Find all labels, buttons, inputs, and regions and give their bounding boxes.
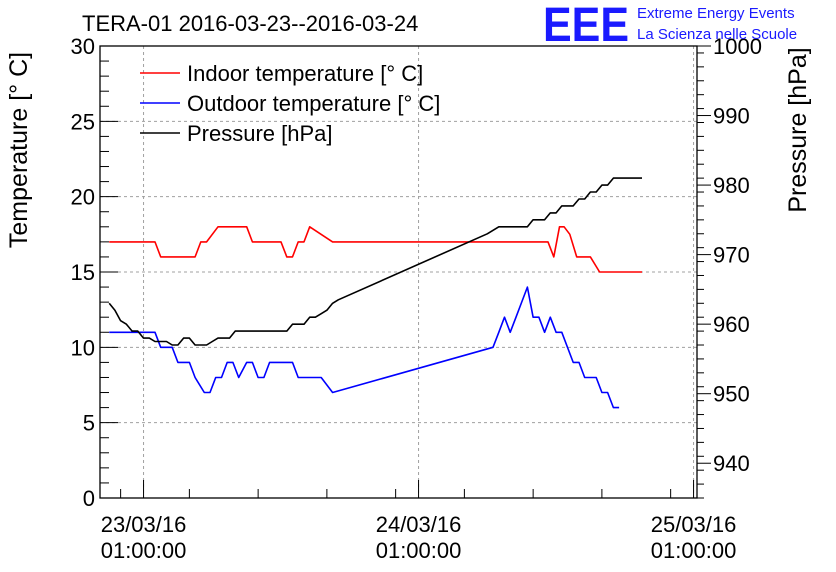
x-tick-time: 01:00:00 xyxy=(101,538,187,563)
logo-line-2: La Scienza nelle Scuole xyxy=(637,26,797,43)
y-left-tick-label: 30 xyxy=(71,34,95,59)
y-left-tick-label: 15 xyxy=(71,260,95,285)
y-left-tick-label: 0 xyxy=(83,486,95,511)
y-axis-left-title: Temperature [° C] xyxy=(5,52,33,248)
series-line-2 xyxy=(109,286,620,409)
legend-label: Outdoor temperature [° C] xyxy=(187,91,440,116)
y-right-tick-label: 940 xyxy=(713,451,750,476)
y-right-tick-label: 990 xyxy=(713,104,750,129)
x-tick-time: 01:00:00 xyxy=(651,538,737,563)
y-right-tick-label: 1000 xyxy=(713,34,762,59)
series-line-3 xyxy=(108,177,642,346)
y-right-tick-label: 980 xyxy=(713,173,750,198)
ticks-layer: 0 5 10 15 20 25 30 940 950 960 970 980 990 1000 23/03/… xyxy=(71,34,762,563)
y-right-tick-label: 970 xyxy=(713,243,750,268)
logo-mark: EEE xyxy=(543,0,629,52)
legend: Indoor temperature [° C] Outdoor temperat… xyxy=(140,61,440,146)
y-axis-right-title: Pressure [hPa] xyxy=(784,47,812,212)
chart-title: TERA-01 2016-03-23--2016-03-24 xyxy=(82,11,418,36)
y-right-tick-label: 960 xyxy=(713,312,750,337)
eee-logo: EEE Extreme Energy Events La Scienza nel… xyxy=(543,0,797,52)
y-left-tick-label: 5 xyxy=(83,411,95,436)
series-line-1 xyxy=(109,226,642,273)
x-tick-date: 24/03/16 xyxy=(376,512,462,537)
y-left-tick-label: 20 xyxy=(71,185,95,210)
x-tick-date: 25/03/16 xyxy=(651,512,737,537)
y-left-tick-label: 25 xyxy=(71,109,95,134)
y-left-tick-label: 10 xyxy=(71,335,95,360)
y-right-tick-label: 950 xyxy=(713,382,750,407)
logo-line-1: Extreme Energy Events xyxy=(637,5,795,22)
x-tick-date: 23/03/16 xyxy=(101,512,187,537)
legend-label: Pressure [hPa] xyxy=(187,121,333,146)
series-layer xyxy=(108,177,642,409)
legend-label: Indoor temperature [° C] xyxy=(187,61,423,86)
x-tick-time: 01:00:00 xyxy=(376,538,462,563)
